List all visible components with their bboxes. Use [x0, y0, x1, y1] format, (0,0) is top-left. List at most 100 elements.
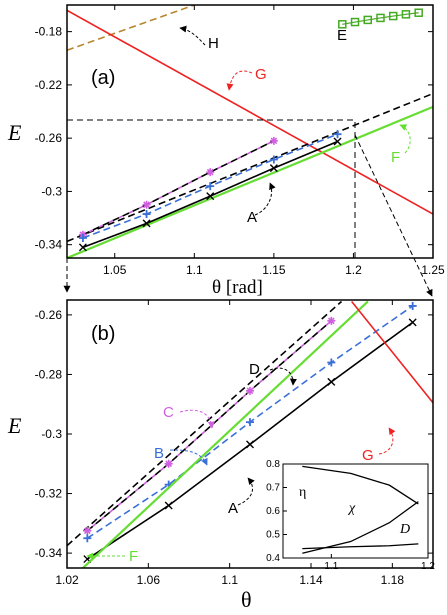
inset-series — [302, 465, 419, 505]
annotation-F-b: F — [86, 548, 138, 565]
annotation-G: G — [226, 66, 267, 91]
svg-text:B: B — [154, 445, 164, 462]
annotation-G-b: G — [362, 427, 396, 464]
point-E — [376, 13, 385, 23]
point-B — [333, 130, 342, 139]
panel-b-label: (b) — [91, 323, 115, 345]
x-tick-label: 1.02 — [55, 573, 79, 587]
point-B — [269, 155, 278, 164]
svg-text:G: G — [255, 66, 267, 83]
series-line-C-overlay — [86, 320, 332, 532]
annotation-A: A — [247, 182, 276, 226]
y-tick-label: -0.34 — [35, 238, 63, 252]
point-A — [164, 501, 173, 510]
point-C — [164, 459, 173, 468]
point-B — [327, 358, 336, 367]
point-B — [246, 418, 254, 427]
point-C — [206, 168, 215, 177]
y-tick-label: -0.32 — [35, 487, 63, 501]
zoom-connector-right — [354, 134, 433, 297]
series-A — [78, 137, 342, 252]
point-C — [142, 200, 151, 209]
annotation-F: F — [391, 124, 411, 166]
x-tick-label: 1.06 — [137, 573, 161, 587]
point-C — [327, 316, 336, 325]
series-line-E — [342, 12, 419, 25]
x-tick-label: 1.1 — [186, 263, 203, 277]
point-E — [363, 15, 373, 25]
x-tick-label: 1.18 — [381, 573, 405, 587]
svg-text:A: A — [228, 500, 238, 517]
series-line-F — [81, 300, 369, 568]
y-tick-label: -0.34 — [35, 546, 63, 560]
series-E — [338, 8, 423, 29]
point-B — [206, 182, 215, 191]
point-B — [83, 534, 92, 543]
y-tick-label: -0.3 — [41, 427, 62, 441]
point-A — [206, 192, 215, 201]
panel-b-ylabel: E — [7, 413, 22, 438]
point-B — [78, 234, 87, 243]
y-tick-label: -0.3 — [41, 184, 62, 198]
svg-text:F: F — [391, 149, 400, 166]
series-line-F — [67, 105, 433, 258]
series-line-G — [67, 9, 433, 215]
series-line-H — [67, 5, 195, 52]
inset-label-D: D — [399, 522, 410, 537]
zoom-box — [66, 119, 356, 259]
svg-text:F: F — [129, 548, 138, 565]
inset-x-tick-label: 1.2 — [421, 561, 435, 572]
annotation-A-b: A — [228, 477, 255, 517]
inset-y-tick-label: 0.8 — [266, 459, 280, 470]
x-tick-label: 1.15 — [262, 263, 286, 277]
inset-y-tick-label: 0.5 — [266, 530, 280, 541]
point-A — [333, 137, 342, 146]
annotation-C: C — [163, 404, 215, 429]
y-tick-label: -0.26 — [35, 131, 63, 145]
series-H — [67, 5, 195, 52]
annotation-E: E — [337, 27, 347, 44]
inset-y-tick-label: 0.7 — [266, 483, 280, 494]
inset-y-tick-label: 0.6 — [266, 506, 280, 517]
series-line-C-overlay — [82, 140, 275, 236]
series-line-C — [82, 140, 275, 236]
point-E — [350, 17, 360, 27]
series-line-D — [67, 300, 343, 547]
point-E — [338, 20, 347, 29]
inset-y-tick-label: 0.4 — [266, 553, 280, 564]
panel-a-xlabel: θ [rad] — [212, 277, 263, 298]
point-A — [246, 440, 254, 449]
y-tick-label: -0.18 — [35, 25, 63, 39]
inset-label-chi: χ — [347, 501, 356, 516]
point-B — [142, 210, 151, 219]
svg-text:G: G — [362, 447, 374, 464]
y-tick-label: -0.28 — [35, 367, 63, 381]
annotation-D: D — [249, 361, 297, 386]
series-line-G — [351, 300, 433, 404]
series-B — [78, 130, 342, 243]
inset-label-eta: η — [299, 485, 306, 500]
y-tick-label: -0.22 — [35, 78, 63, 92]
svg-text:A: A — [247, 209, 257, 226]
point-A — [269, 164, 278, 173]
panel-a: 1.05 1.1 1.15 1.2 1.25 -0.18 -0.22 -0.26 -0.3 -0.… — [7, 4, 445, 298]
point-A — [142, 219, 151, 228]
point-A — [327, 377, 336, 386]
point-C — [246, 386, 254, 395]
inset-series — [302, 543, 419, 550]
inset-x-tick-label: 1.1 — [324, 561, 338, 572]
point-E — [414, 8, 423, 17]
series-line-A — [82, 140, 338, 249]
annotation-B: B — [154, 445, 208, 466]
x-tick-label: 1.05 — [103, 263, 127, 277]
x-tick-label: 1.25 — [421, 263, 445, 277]
x-tick-label: 1.14 — [299, 573, 323, 587]
panel-b-xlabel: θ — [241, 587, 252, 612]
x-tick-label: 1.1 — [221, 573, 238, 587]
series-F — [81, 300, 369, 568]
panel-b: 1.02 1.06 1.1 1.14 1.18-0.26-0.28-0.3-0.32-0… — [7, 299, 435, 612]
point-E — [401, 10, 411, 19]
point-C — [269, 136, 278, 145]
point-B — [408, 301, 417, 310]
